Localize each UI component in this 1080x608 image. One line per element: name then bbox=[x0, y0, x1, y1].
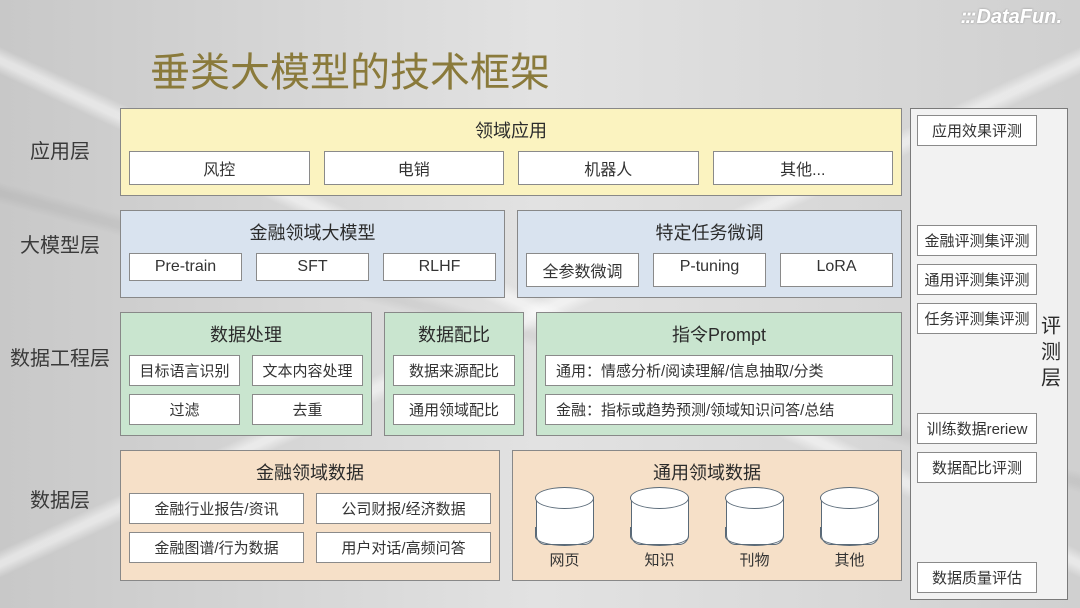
panel-eng-prompt: 指令Prompt 通用：情感分析/阅读理解/信息抽取/分类 金融：指标或趋势预测… bbox=[536, 312, 902, 436]
panel-app-title: 领域应用 bbox=[129, 115, 893, 145]
row-eng: 数据处理 目标语言识别 文本内容处理 过滤 去重 数据配比 数据来源配比 通用领… bbox=[120, 312, 902, 436]
panel-model-left-title: 金融领域大模型 bbox=[129, 217, 496, 247]
row-model: 金融领域大模型 Pre-train SFT RLHF 特定任务微调 全参数微调 … bbox=[120, 210, 902, 298]
cylinder-icon bbox=[821, 497, 879, 545]
cylinder-icon bbox=[631, 497, 689, 545]
chip-prompt-1: 金融：指标或趋势预测/领域知识问答/总结 bbox=[545, 394, 893, 425]
db-gen-3: 其他 bbox=[821, 497, 879, 570]
chip-model-r1: P-tuning bbox=[653, 253, 766, 287]
chip-app-2: 机器人 bbox=[518, 151, 699, 185]
panel-data-fin: 金融领域数据 金融行业报告/资讯 公司财报/经济数据 金融图谱/行为数据 用户对… bbox=[120, 450, 500, 581]
panel-eval-title: 评测层 bbox=[1037, 115, 1061, 593]
chip-eval-model-0: 金融评测集评测 bbox=[917, 225, 1037, 256]
panel-eval: 应用效果评测 金融评测集评测 通用评测集评测 任务评测集评测 训练数据rerie… bbox=[910, 108, 1068, 600]
chip-eval-app-0: 应用效果评测 bbox=[917, 115, 1037, 146]
chip-model-l1: SFT bbox=[256, 253, 369, 281]
chip-app-0: 风控 bbox=[129, 151, 310, 185]
panel-eng-ratio-title: 数据配比 bbox=[393, 319, 515, 349]
panel-app: 领域应用 风控 电销 机器人 其他... bbox=[120, 108, 902, 196]
panel-eng-ratio: 数据配比 数据来源配比 通用领域配比 bbox=[384, 312, 524, 436]
chip-app-1: 电销 bbox=[324, 151, 505, 185]
panel-data-gen: 通用领域数据 网页 知识 刊物 其他 bbox=[512, 450, 902, 581]
db-gen-1: 知识 bbox=[631, 497, 689, 570]
chip-model-l2: RLHF bbox=[383, 253, 496, 281]
layer-label-model: 大模型层 bbox=[8, 202, 112, 284]
chip-model-l0: Pre-train bbox=[129, 253, 242, 281]
chip-ratio-1: 通用领域配比 bbox=[393, 394, 515, 425]
chip-fin-2: 金融图谱/行为数据 bbox=[129, 532, 304, 563]
panel-eng-proc: 数据处理 目标语言识别 文本内容处理 过滤 去重 bbox=[120, 312, 372, 436]
chip-proc-3: 去重 bbox=[252, 394, 363, 425]
page-title: 垂类大模型的技术框架 bbox=[150, 40, 550, 98]
chip-fin-1: 公司财报/经济数据 bbox=[316, 493, 491, 524]
chip-model-r0: 全参数微调 bbox=[526, 253, 639, 287]
panel-data-fin-title: 金融领域数据 bbox=[129, 457, 491, 487]
chip-eval-model-1: 通用评测集评测 bbox=[917, 264, 1037, 295]
layer-label-app: 应用层 bbox=[8, 108, 112, 190]
chip-prompt-0: 通用：情感分析/阅读理解/信息抽取/分类 bbox=[545, 355, 893, 386]
chip-proc-0: 目标语言识别 bbox=[129, 355, 240, 386]
row-data: 金融领域数据 金融行业报告/资讯 公司财报/经济数据 金融图谱/行为数据 用户对… bbox=[120, 450, 902, 581]
chip-proc-2: 过滤 bbox=[129, 394, 240, 425]
panel-data-gen-title: 通用领域数据 bbox=[521, 457, 893, 487]
layers-column: 领域应用 风控 电销 机器人 其他... 金融领域大模型 Pre-train S… bbox=[120, 108, 902, 600]
cylinder-icon bbox=[536, 497, 594, 545]
chip-eval-eng-0: 训练数据reriew bbox=[917, 413, 1037, 444]
chip-eval-eng-1: 数据配比评测 bbox=[917, 452, 1037, 483]
panel-model-left: 金融领域大模型 Pre-train SFT RLHF bbox=[120, 210, 505, 298]
db-gen-0: 网页 bbox=[536, 497, 594, 570]
chip-fin-0: 金融行业报告/资讯 bbox=[129, 493, 304, 524]
chip-model-r2: LoRA bbox=[780, 253, 893, 287]
chip-ratio-0: 数据来源配比 bbox=[393, 355, 515, 386]
chip-app-3: 其他... bbox=[713, 151, 894, 185]
chip-fin-3: 用户对话/高频问答 bbox=[316, 532, 491, 563]
brand-logo: :::DataFun. bbox=[960, 6, 1062, 29]
left-layer-labels: 应用层 大模型层 数据工程层 数据层 bbox=[8, 108, 112, 600]
chip-proc-1: 文本内容处理 bbox=[252, 355, 363, 386]
layer-label-eng: 数据工程层 bbox=[8, 296, 112, 416]
panel-model-right-title: 特定任务微调 bbox=[526, 217, 893, 247]
diagram-stage: 应用层 大模型层 数据工程层 数据层 领域应用 风控 电销 机器人 其他... … bbox=[0, 100, 1080, 608]
db-gen-2: 刊物 bbox=[726, 497, 784, 570]
panel-model-right: 特定任务微调 全参数微调 P-tuning LoRA bbox=[517, 210, 902, 298]
chip-eval-model-2: 任务评测集评测 bbox=[917, 303, 1037, 334]
panel-eng-proc-title: 数据处理 bbox=[129, 319, 363, 349]
cylinder-icon bbox=[726, 497, 784, 545]
panel-eng-prompt-title: 指令Prompt bbox=[545, 319, 893, 349]
chip-eval-data-0: 数据质量评估 bbox=[917, 562, 1037, 593]
layer-label-data: 数据层 bbox=[8, 428, 112, 568]
